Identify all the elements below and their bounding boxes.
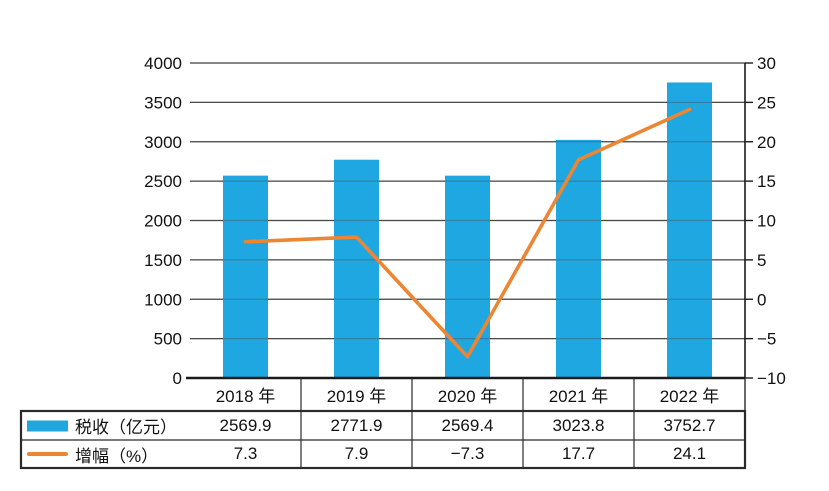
left-axis-label: 2500 (144, 172, 182, 191)
left-axis-label: 3500 (144, 93, 182, 112)
revenue-cell: 2569.9 (219, 415, 272, 435)
table-outer-border (19, 409, 747, 470)
growth-cell: 24.1 (672, 444, 707, 463)
growth-cell: 17.7 (561, 444, 596, 463)
growth-cell: 7.9 (344, 444, 369, 463)
right-axis-label: 25 (757, 93, 776, 112)
growth-legend-swatch (27, 452, 68, 456)
revenue-cell: 2569.4 (441, 415, 494, 435)
right-axis-label: −5 (757, 330, 776, 349)
right-axis-label: 30 (757, 54, 776, 73)
growth-legend-label: 增幅（%） (75, 446, 159, 466)
left-axis-label: 1000 (144, 290, 182, 309)
revenue-legend-label: 税收（亿元） (75, 418, 177, 437)
right-axis-label: 10 (757, 212, 776, 231)
year-header: 2019 年 (326, 387, 387, 406)
bar (223, 175, 268, 378)
growth-cell: 7.3 (233, 444, 258, 463)
revenue-cell: 2771.9 (330, 415, 383, 435)
bar (667, 82, 712, 378)
revenue-legend-swatch (27, 420, 68, 431)
data-table: 2018 年 2019 年 2020 年 2021 年 2022 年 税收（亿元… (21, 378, 745, 468)
left-axis-label: 3000 (144, 133, 182, 152)
year-header: 2021 年 (548, 387, 609, 406)
left-axis-label: 0 (173, 369, 182, 388)
revenue-cell: 3023.8 (552, 415, 605, 435)
right-axis-label: 15 (757, 172, 776, 191)
year-header: 2018 年 (215, 387, 276, 406)
left-axis-label: 4000 (144, 54, 182, 73)
legend-growth: 增幅（%） (21, 440, 190, 468)
right-axis-label: −10 (757, 369, 786, 388)
growth-cell: −7.3 (450, 444, 485, 463)
left-axis-label: 2000 (144, 212, 182, 231)
trend-line (243, 107, 692, 359)
bar (334, 159, 379, 378)
table-corner-spacer (21, 378, 190, 411)
revenue-cell: 3752.7 (663, 415, 716, 435)
year-header: 2020 年 (437, 387, 498, 406)
bar (556, 139, 601, 378)
right-axis-label: 5 (757, 251, 766, 270)
left-axis-label: 1500 (144, 251, 182, 270)
legend-revenue: 税收（亿元） (21, 411, 190, 440)
year-header: 2022 年 (659, 387, 720, 406)
right-axis-label: 0 (757, 290, 766, 309)
right-axis-label: 20 (757, 133, 776, 152)
bar (445, 175, 490, 378)
left-axis-label: 500 (154, 330, 182, 349)
